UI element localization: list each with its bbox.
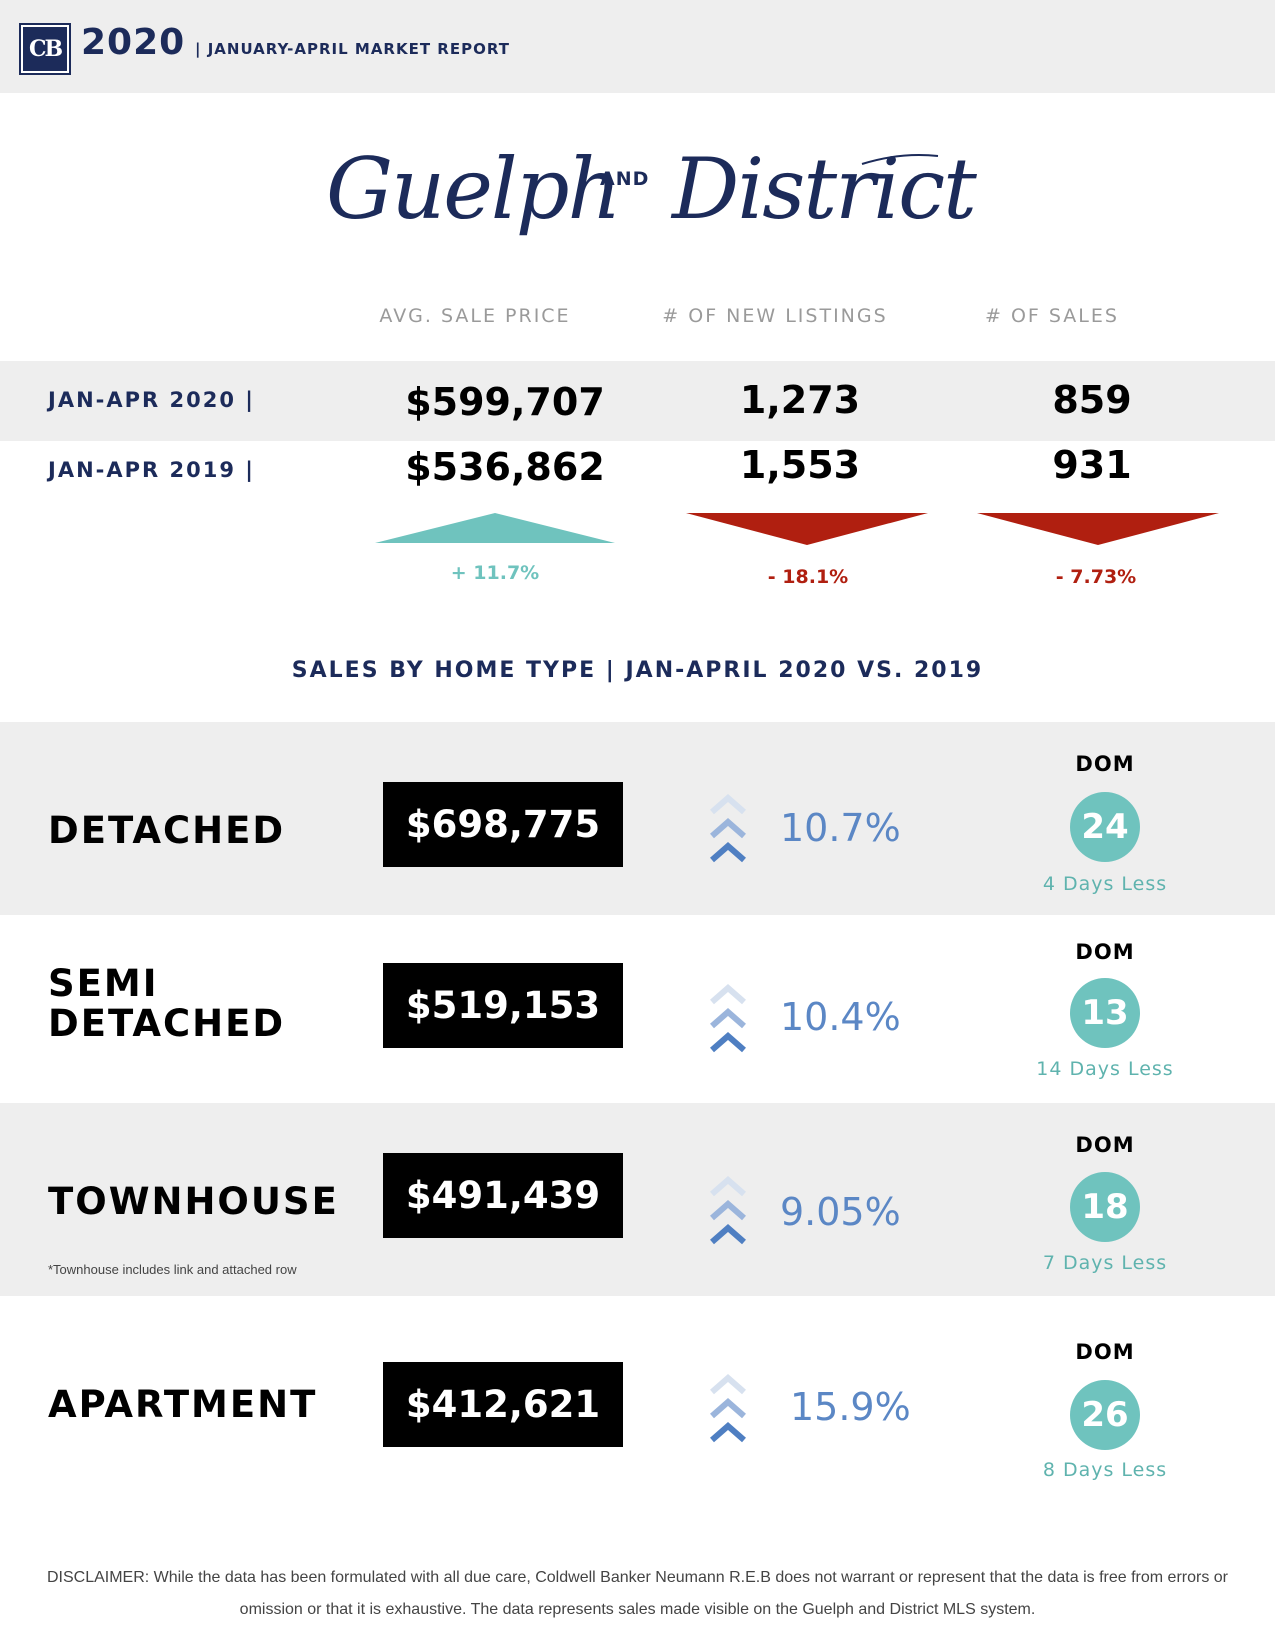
dom-label-townhouse: DOM xyxy=(1075,1133,1135,1157)
price-detached: $698,775 xyxy=(383,782,623,867)
avg-price-2020: $599,707 xyxy=(405,380,605,424)
change-detached: 10.7% xyxy=(780,806,901,850)
type-label-apartment: APARTMENT xyxy=(48,1383,318,1426)
col-avg-sale-price: AVG. SALE PRICE xyxy=(379,305,571,327)
type-label-detached-2: DETACHED xyxy=(48,1002,286,1045)
dom-label-semi-detached: DOM xyxy=(1075,940,1135,964)
title-and: AND xyxy=(600,168,650,190)
title-district: District xyxy=(672,140,977,238)
col-sales: # OF SALES xyxy=(985,305,1119,327)
dom-change-apartment: 8 Days Less xyxy=(1042,1459,1168,1481)
dom-value-semi-detached: 13 xyxy=(1070,978,1140,1048)
section-heading: SALES BY HOME TYPE | JAN-APRIL 2020 VS. … xyxy=(291,658,984,683)
title-flourish xyxy=(861,154,939,165)
change-sales: - 7.73% xyxy=(1055,566,1137,588)
townhouse-footnote: *Townhouse includes link and attached ro… xyxy=(48,1262,297,1277)
triple-chevron-up-icon xyxy=(710,984,746,1053)
townhouse-band xyxy=(0,1103,1275,1296)
dom-label-apartment: DOM xyxy=(1075,1340,1135,1364)
type-label-semi: SEMI xyxy=(48,962,159,1005)
down-arrow-icon xyxy=(686,513,928,545)
dom-value-townhouse: 18 xyxy=(1070,1172,1140,1242)
avg-price-2019: $536,862 xyxy=(405,445,605,489)
change-listings: - 18.1% xyxy=(767,566,849,588)
triple-chevron-up-icon xyxy=(710,1176,746,1245)
coldwell-banker-logo: CB xyxy=(19,23,71,75)
dom-change-semi-detached: 14 Days Less xyxy=(1036,1058,1174,1080)
change-apartment: 15.9% xyxy=(790,1385,911,1429)
header-bar xyxy=(0,0,1275,93)
dom-change-townhouse: 7 Days Less xyxy=(1042,1252,1168,1274)
row-2020-band xyxy=(0,361,1275,441)
price-apartment: $412,621 xyxy=(383,1362,623,1447)
col-new-listings: # OF NEW LISTINGS xyxy=(662,305,888,327)
type-label-townhouse: TOWNHOUSE xyxy=(48,1180,339,1223)
triple-chevron-up-icon xyxy=(710,1374,746,1443)
change-townhouse: 9.05% xyxy=(780,1190,901,1234)
detached-band xyxy=(0,722,1275,915)
price-semi-detached: $519,153 xyxy=(383,963,623,1048)
down-arrow-icon xyxy=(977,513,1219,545)
title-guelph: Guelph xyxy=(326,140,622,238)
type-label-detached: DETACHED xyxy=(48,809,286,852)
triple-chevron-up-icon xyxy=(710,794,746,863)
sales-2020: 859 xyxy=(1052,378,1132,422)
listings-2019: 1,553 xyxy=(739,443,861,487)
report-year: 2020 xyxy=(81,22,186,63)
change-semi-detached: 10.4% xyxy=(780,995,901,1039)
listings-2020: 1,273 xyxy=(739,378,861,422)
row-label-2020: JAN-APR 2020 | xyxy=(48,388,255,412)
disclaimer: DISCLAIMER: While the data has been form… xyxy=(46,1569,1228,1618)
up-arrow-icon xyxy=(375,513,615,543)
dom-value-detached: 24 xyxy=(1070,792,1140,862)
dom-change-detached: 4 Days Less xyxy=(1042,873,1168,895)
report-title: | JANUARY-APRIL MARKET REPORT xyxy=(195,40,510,58)
price-townhouse: $491,439 xyxy=(383,1153,623,1238)
dom-value-apartment: 26 xyxy=(1070,1380,1140,1450)
dom-label-detached: DOM xyxy=(1075,752,1135,776)
sales-2019: 931 xyxy=(1052,443,1132,487)
change-avg-price: + 11.7% xyxy=(450,562,540,584)
row-label-2019: JAN-APR 2019 | xyxy=(48,458,255,482)
